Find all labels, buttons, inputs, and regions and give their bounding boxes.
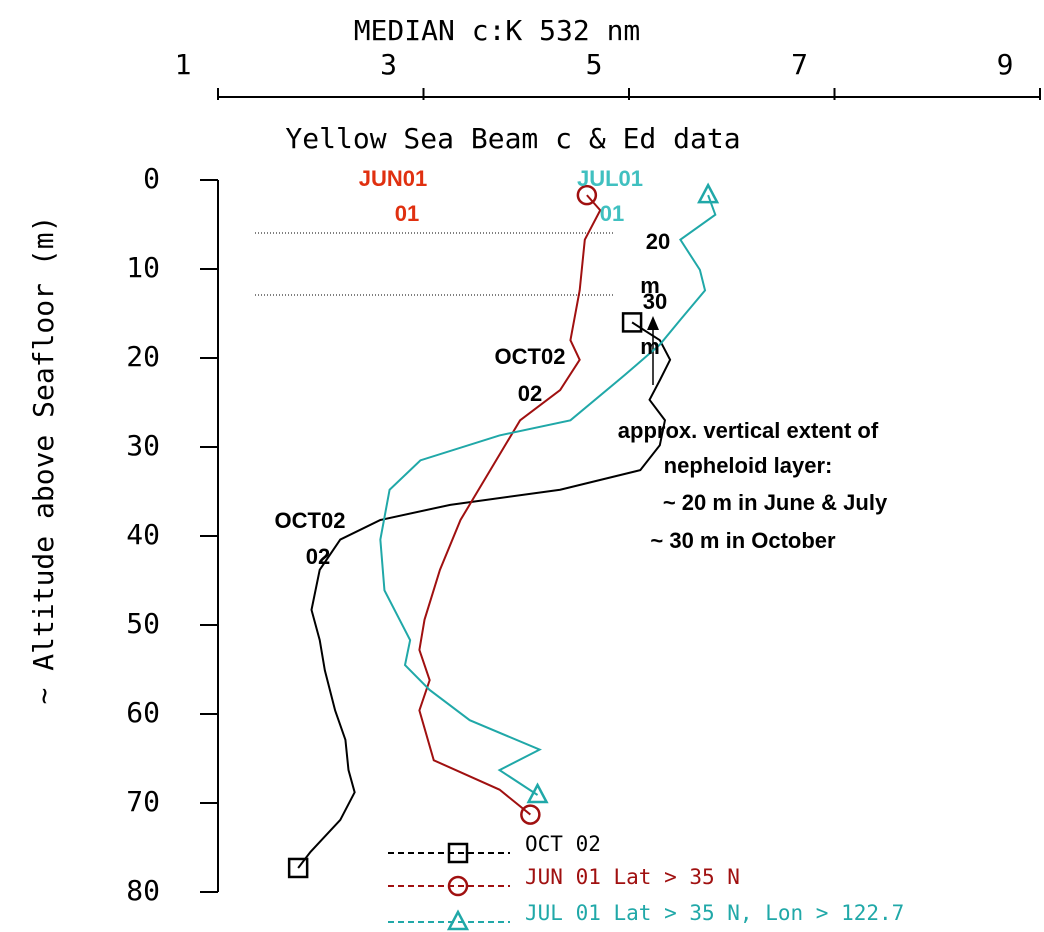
y-tick-label: 50 (126, 607, 160, 640)
point-marker (576, 184, 598, 206)
x-tick-label: 1 (175, 48, 192, 81)
annotation: 01 (600, 201, 624, 226)
legend-label: JUL 01 Lat > 35 N, Lon > 122.7 (525, 901, 904, 925)
series-line (297, 321, 672, 869)
legend-marker (447, 875, 469, 897)
point-marker (621, 312, 643, 333)
annotation: 02 (518, 381, 542, 406)
y-tick-label: 30 (126, 429, 160, 462)
legend-label: JUN 01 Lat > 35 N (525, 865, 740, 889)
y-tick-label: 70 (126, 785, 160, 818)
y-tick-label: 20 (126, 340, 160, 373)
arrow-head (647, 316, 659, 330)
point-marker (287, 857, 309, 879)
annotation: 02 (306, 544, 330, 569)
point-marker (520, 804, 541, 825)
point-marker (526, 782, 549, 804)
x-tick-label: 7 (791, 48, 808, 81)
y-tick-label: 0 (143, 162, 160, 195)
series-line (379, 194, 717, 796)
x-tick-label: 9 (997, 48, 1014, 81)
point-marker (697, 182, 720, 204)
legend-marker (446, 909, 470, 931)
annotation: ~ 30 m in October (650, 528, 836, 553)
annotation: OCT02 (495, 344, 566, 369)
annotation: m (640, 334, 660, 359)
annotation: JUN01 (359, 166, 427, 191)
x-tick-label: 3 (380, 48, 397, 81)
annotation: JUL01 (577, 166, 643, 191)
x-tick-label: 5 (586, 48, 603, 81)
series-line (418, 194, 602, 816)
y-tick-label: 10 (126, 251, 160, 284)
legend-marker (447, 842, 469, 864)
annotation: nepheloid layer: (664, 453, 833, 478)
annotation: 01 (395, 201, 419, 226)
annotation: 30 (643, 289, 667, 314)
annotation: approx. vertical extent of (618, 418, 879, 443)
legend-label: OCT 02 (525, 832, 601, 856)
chart-title: Yellow Sea Beam c & Ed data (285, 122, 740, 155)
annotation: ~ 20 m in June & July (663, 490, 888, 515)
y-tick-label: 60 (126, 696, 160, 729)
y-axis-label: ~ Altitude above Seafloor (m) (27, 216, 60, 705)
y-tick-label: 80 (126, 874, 160, 907)
x-axis-label: MEDIAN c:K 532 nm (354, 14, 641, 47)
annotation: OCT02 (275, 508, 346, 533)
annotation: 20 (646, 229, 670, 254)
annotation: m (640, 273, 660, 298)
y-tick-label: 40 (126, 518, 160, 551)
